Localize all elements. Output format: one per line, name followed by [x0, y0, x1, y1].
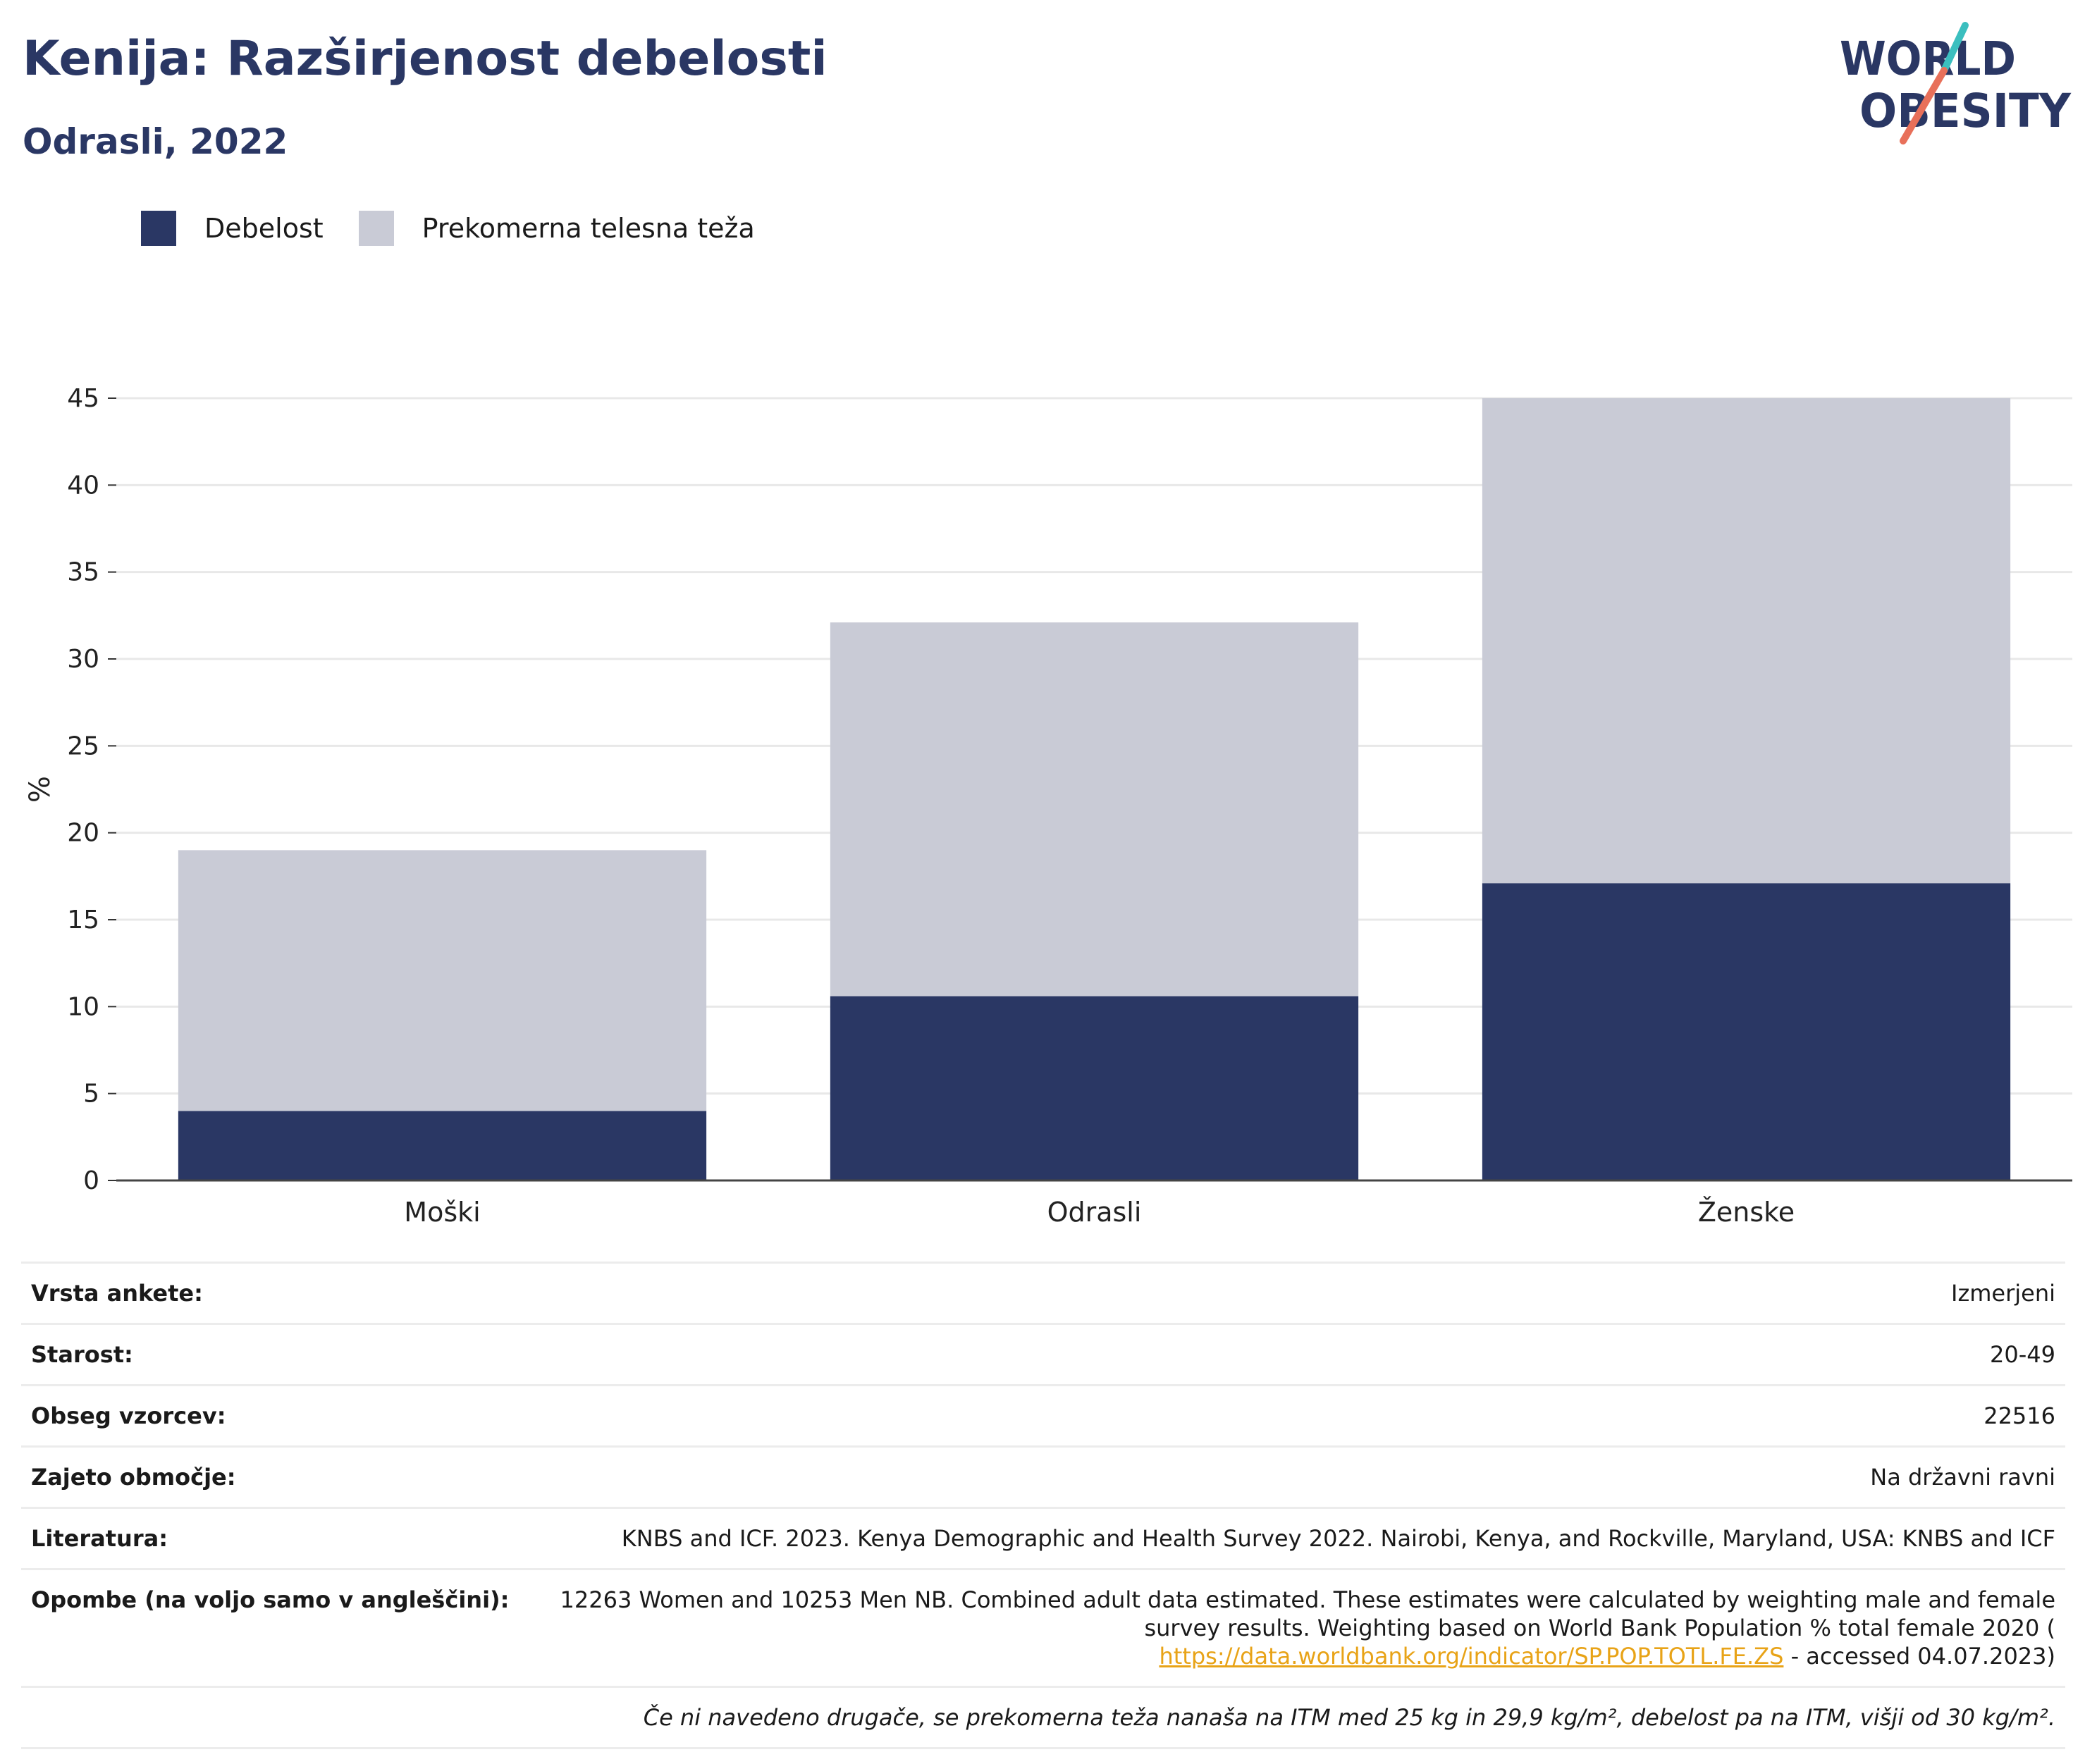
x-tick-label: Odrasli — [1047, 1197, 1142, 1228]
notes-link[interactable]: https://data.worldbank.org/indicator/SP.… — [1159, 1643, 1784, 1670]
x-tick-label: Ženske — [1698, 1197, 1795, 1228]
bar-overweight — [178, 850, 707, 1111]
y-tick-label: 25 — [67, 732, 99, 760]
info-key: Zajeto območje: — [21, 1445, 548, 1508]
info-row: Starost: 20-49 — [21, 1323, 2065, 1386]
page-subtitle: Odrasli, 2022 — [23, 121, 288, 162]
info-row: Zajeto območje: Na državni ravni — [21, 1445, 2065, 1508]
info-value: KNBS and ICF. 2023. Kenya Demographic an… — [548, 1507, 2065, 1569]
bar-overweight — [830, 622, 1359, 997]
bar-obesity — [1482, 883, 2011, 1180]
y-tick-label: 45 — [67, 384, 99, 413]
world-obesity-logo: WORLD OBESITY — [1840, 22, 2072, 144]
info-key: Literatura: — [21, 1507, 548, 1569]
legend-label-overweight: Prekomerna telesna teža — [422, 213, 755, 244]
logo-slash-teal — [1941, 22, 1969, 74]
info-value: 20-49 — [548, 1323, 2065, 1386]
x-tick-label: Moški — [404, 1197, 480, 1228]
y-tick-label: 30 — [67, 645, 99, 674]
legend-label-obesity: Debelost — [204, 213, 324, 244]
y-tick-label: 10 — [67, 992, 99, 1021]
info-table-body: Vrsta ankete: Izmerjeni Starost: 20-49 O… — [21, 1262, 2065, 1749]
y-axis-label: % — [24, 776, 56, 803]
footnote: Če ni navedeno drugače, se prekomerna te… — [21, 1686, 2065, 1749]
y-tick-label: 40 — [67, 471, 99, 500]
logo-slash-coral — [1900, 67, 1948, 144]
info-key: Obseg vzorcev: — [21, 1384, 548, 1447]
notes-text: 12263 Women and 10253 Men NB. Combined a… — [560, 1586, 2055, 1641]
info-value: Izmerjeni — [548, 1262, 2065, 1324]
info-row: Literatura: KNBS and ICF. 2023. Kenya De… — [21, 1507, 2065, 1569]
page-title: Kenija: Razširjenost debelosti — [23, 31, 828, 87]
info-row: Vrsta ankete: Izmerjeni — [21, 1262, 2065, 1324]
info-value: Na državni ravni — [548, 1445, 2065, 1508]
info-key: Vrsta ankete: — [21, 1262, 548, 1324]
info-table: Vrsta ankete: Izmerjeni Starost: 20-49 O… — [21, 1262, 2065, 1749]
bar-chart: 0 5 10 15 20 25 30 35 40 45 Moški Odrasli Ženske% — [24, 384, 2072, 1228]
info-row-footnote: Če ni navedeno drugače, se prekomerna te… — [21, 1686, 2065, 1749]
notes-suffix: - accessed 04.07.2023) — [1783, 1643, 2055, 1670]
info-key: Starost: — [21, 1323, 548, 1386]
bar-overweight — [1482, 398, 2011, 884]
y-tick-label: 0 — [83, 1166, 99, 1195]
info-value-notes: 12263 Women and 10253 Men NB. Combined a… — [548, 1568, 2065, 1687]
y-tick-label: 20 — [67, 819, 99, 848]
legend-swatch-obesity — [141, 211, 176, 246]
bar-obesity — [178, 1111, 707, 1180]
legend-item-overweight[interactable]: Prekomerna telesna teža — [358, 211, 755, 246]
info-key: Opombe (na voljo samo v angleščini): — [21, 1568, 548, 1687]
info-value: 22516 — [548, 1384, 2065, 1447]
info-row: Obseg vzorcev: 22516 — [21, 1384, 2065, 1447]
bar-obesity — [830, 996, 1359, 1180]
y-tick-label: 5 — [83, 1080, 99, 1109]
y-tick-label: 35 — [67, 558, 99, 587]
logo-word-world: WORLD — [1840, 32, 2016, 86]
logo-word-obesity: OBESITY — [1859, 84, 2072, 138]
legend-swatch-overweight — [358, 211, 394, 246]
y-tick-label: 15 — [67, 906, 99, 935]
legend-item-obesity[interactable]: Debelost — [141, 211, 324, 246]
legend: Debelost Prekomerna telesna teža — [141, 209, 790, 248]
info-row-notes: Opombe (na voljo samo v angleščini): 122… — [21, 1568, 2065, 1687]
